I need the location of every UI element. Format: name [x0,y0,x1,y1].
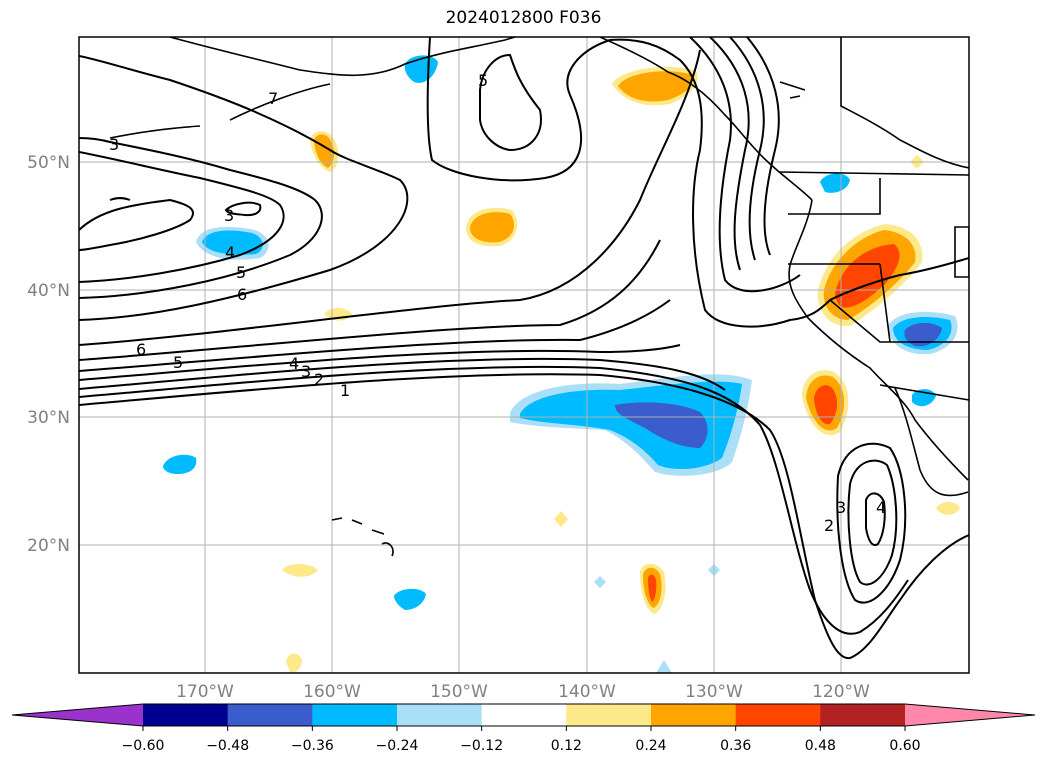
contour-label: 4 [289,354,299,373]
colorbar-extend-high [905,704,1035,726]
colorbar-segment [735,704,821,726]
contour-label: 6 [136,340,146,359]
colorbar-tick-label: −0.60 [122,738,165,754]
lon-label: 160°W [303,682,361,702]
colorbar-tick-label: 0.36 [720,738,751,754]
colorbar-tick-label: 0.48 [805,738,836,754]
contour-label: 7 [268,89,278,108]
colorbar-segments [12,704,1035,726]
positive-anomaly-region [618,71,693,102]
lat-label: 20°N [27,536,70,556]
colorbar-tick-label: −0.12 [460,738,503,754]
contour-label: 5 [478,71,488,90]
latitude-axis: 50°N 40°N 30°N 20°N [27,153,70,556]
contour-label: 6 [237,285,247,304]
negative-anomaly-region [394,588,426,610]
negative-anomaly-region [163,454,197,474]
colorbar-ticks: −0.60 −0.48 −0.36 −0.24 −0.12 0.12 0.24 0.36 0.4… [122,726,921,754]
contour-label: 5 [173,353,183,372]
contour-label: 3 [301,362,311,381]
longitude-axis: 170°W 160°W 150°W 140°W 130°W 120°W [176,682,870,702]
colorbar-segment [143,704,229,726]
contour-label: 3 [224,206,234,225]
negative-anomaly-region [202,230,263,255]
colorbar-tick-label: 0.12 [551,738,582,754]
contour-lines [79,37,969,660]
colorbar-segment [312,704,398,726]
colorbar-segment [481,704,567,726]
negative-anomaly-region [656,660,672,673]
contour-label: 2 [314,370,324,389]
coastlines [109,37,969,557]
negative-anomaly-region [404,55,438,83]
contour-label: 2 [824,516,834,535]
colorbar-tick-label: 0.24 [635,738,666,754]
lon-label: 120°W [812,682,870,702]
negative-anomaly-region [520,381,742,470]
colorbar-tick-label: 0.60 [889,738,920,754]
map-frame [78,36,970,674]
colorbar-extend-low [12,704,143,726]
colorbar-tick-label: −0.48 [206,738,249,754]
positive-anomaly-region [936,502,960,515]
contour-label: 4 [225,243,235,262]
colorbar: −0.60 −0.48 −0.36 −0.24 −0.12 0.12 0.24 0.36 0.4… [11,703,1036,754]
contour-label-group: 7 5 3 3 4 5 6 6 5 4 3 2 1 3 4 2 [109,71,886,535]
lat-label: 30°N [27,408,70,428]
lon-label: 130°W [685,682,743,702]
negative-anomaly-region [594,576,606,588]
contour-label: 5 [236,263,246,282]
contour-label: 4 [876,498,886,517]
shaded-anomaly-layer [163,55,960,673]
map-title: 2024012800 F036 [445,8,602,28]
positive-anomaly-region [282,564,318,577]
colorbar-segment [397,704,483,726]
lon-label: 150°W [430,682,488,702]
lat-label: 50°N [27,153,70,173]
positive-anomaly-region [470,212,515,243]
colorbar-segment [820,704,906,726]
positive-anomaly-region [554,511,568,527]
lat-label: 40°N [27,281,70,301]
negative-anomaly-region [904,322,942,347]
positive-anomaly-region [648,574,657,602]
negative-anomaly-region [615,402,708,448]
lon-label: 170°W [176,682,234,702]
colorbar-segment [227,704,313,726]
colorbar-tick-label: −0.24 [376,738,419,754]
positive-anomaly-region [286,653,302,673]
colorbar-segment [651,704,737,726]
colorbar-tick-label: −0.36 [291,738,334,754]
contour-label: 3 [109,135,119,154]
colorbar-segment [566,704,652,726]
lon-label: 140°W [558,682,616,702]
negative-anomaly-region [820,173,850,193]
positive-anomaly-region [814,385,838,425]
contour-label: 1 [340,381,350,400]
contour-label: 3 [836,498,846,517]
gridlines [79,37,969,673]
